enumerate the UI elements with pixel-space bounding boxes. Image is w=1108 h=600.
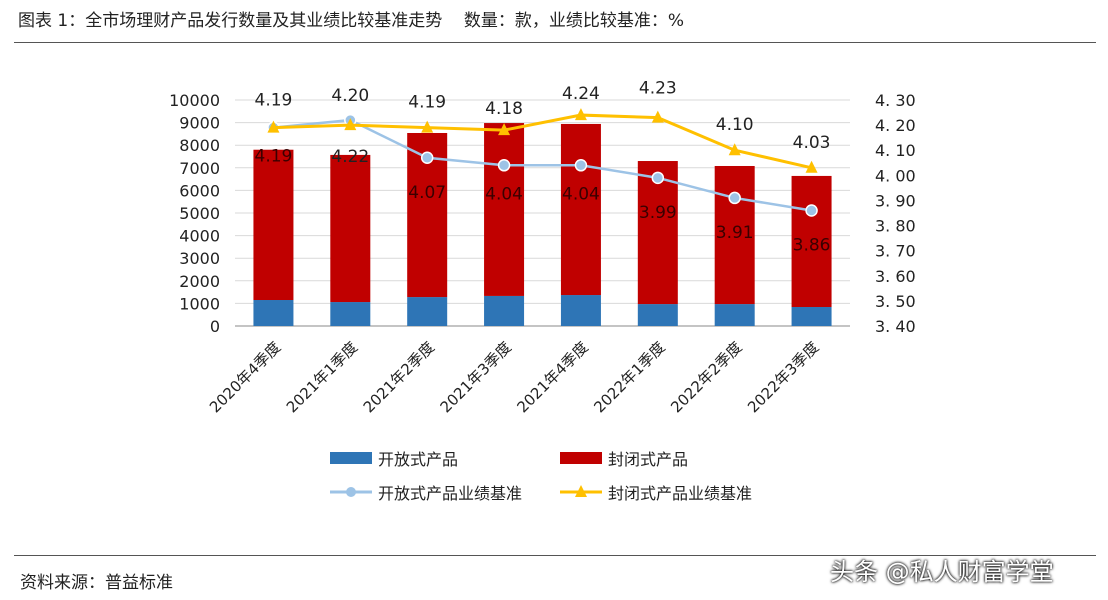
left-tick-label: 6000: [179, 181, 220, 200]
data-label-closed-benchmark: 4.10: [716, 115, 754, 135]
marker-open-benchmark: [497, 159, 511, 172]
data-label-open-benchmark: 4.22: [331, 147, 369, 167]
legend-label: 封闭式产品业绩基准: [608, 484, 752, 503]
marker-open-benchmark: [805, 204, 818, 217]
left-tick-label: 7000: [179, 159, 220, 178]
bar-open-products: [330, 302, 371, 326]
left-tick-label: 9000: [179, 114, 220, 133]
data-label-closed-benchmark: 4.19: [408, 93, 446, 113]
marker-open-benchmark: [420, 151, 434, 165]
data-label-closed-benchmark: 4.23: [639, 79, 677, 99]
marker-closed-benchmark: [344, 118, 357, 131]
legend-label: 封闭式产品: [608, 450, 688, 469]
marker-open-benchmark: [574, 159, 588, 172]
left-tick-label: 0: [210, 317, 220, 336]
left-tick-label: 3000: [179, 249, 220, 268]
marker-closed-benchmark: [421, 120, 434, 133]
left-tick-label: 1000: [179, 294, 220, 313]
marker-open-benchmark: [651, 171, 665, 185]
data-label-closed-benchmark: 4.19: [255, 91, 293, 111]
data-label-open-benchmark: 4.19: [255, 147, 293, 167]
marker-closed-benchmark: [498, 123, 511, 136]
right-tick-label: 4. 10: [875, 141, 916, 160]
marker-closed-benchmark: [805, 160, 818, 173]
right-tick-label: 3. 50: [875, 292, 916, 311]
bar-open-products: [253, 300, 294, 326]
bar-closed-products: [253, 149, 294, 301]
bar-closed-products: [330, 154, 371, 303]
bar-open-products: [791, 307, 832, 326]
right-tick-label: 3. 40: [875, 317, 916, 336]
category-label: 2021年3季度: [437, 338, 515, 416]
legend-marker: [346, 487, 356, 497]
marker-closed-benchmark: [267, 120, 280, 133]
data-label-closed-benchmark: 4.24: [562, 84, 600, 104]
left-tick-label: 8000: [179, 136, 220, 155]
legend-label: 开放式产品: [378, 450, 458, 469]
right-tick-label: 3. 90: [875, 191, 916, 210]
legend-swatch: [330, 452, 372, 464]
right-tick-label: 4. 30: [875, 91, 916, 110]
marker-open-benchmark: [728, 191, 741, 205]
bar-open-products: [484, 295, 525, 326]
category-label: 2020年4季度: [206, 338, 284, 416]
bar-closed-products: [637, 161, 678, 305]
data-label-open-benchmark: 4.07: [408, 183, 446, 203]
chart: 0 1000 2000 3000 4000 5000 6000 7000 8000 9000 100…: [169, 79, 916, 503]
bar-closed-products: [714, 165, 755, 305]
category-label: 2022年3季度: [744, 338, 822, 416]
source-note: 资料来源：普益标准: [20, 573, 173, 593]
data-label-open-benchmark: 3.86: [793, 235, 831, 255]
line-closed-benchmark: [273, 113, 812, 170]
bottom-divider: [14, 555, 1096, 556]
top-divider: [14, 42, 1096, 43]
data-label-open-benchmark: 3.99: [639, 203, 677, 223]
data-label-closed-benchmark: 4.18: [485, 99, 523, 119]
data-label-open-benchmark: 4.04: [485, 184, 523, 204]
data-label-closed-benchmark: 4.03: [793, 133, 831, 153]
bar-open-products: [714, 304, 755, 326]
marker-closed-benchmark: [728, 143, 741, 156]
chart-title: 图表 1：全市场理财产品发行数量及其业绩比较基准走势 数量：款，业绩比较基准：%: [18, 11, 684, 31]
left-tick-label: 4000: [179, 227, 220, 246]
category-label: 2022年1季度: [590, 338, 668, 416]
bar-closed-products: [791, 175, 832, 308]
watermark: 头条 @私人财富学堂: [830, 558, 1054, 586]
left-tick-label: 2000: [179, 272, 220, 291]
bar-open-products: [407, 297, 448, 326]
legend-swatch: [560, 452, 602, 464]
left-tick-label: 5000: [179, 204, 220, 223]
right-tick-label: 4. 20: [875, 116, 916, 135]
category-label: 2021年2季度: [360, 338, 438, 416]
data-label-closed-benchmark: 4.20: [331, 86, 369, 106]
left-tick-label: 10000: [169, 91, 220, 110]
marker-closed-benchmark: [574, 108, 587, 121]
data-label-open-benchmark: 3.91: [716, 223, 754, 243]
legend-marker: [575, 485, 587, 497]
marker-closed-benchmark: [651, 110, 664, 123]
bar-closed-products: [484, 123, 525, 296]
right-tick-label: 3. 80: [875, 217, 916, 236]
right-tick-label: 4. 00: [875, 166, 916, 185]
data-label-open-benchmark: 4.04: [562, 184, 600, 204]
bar-open-products: [637, 304, 678, 326]
legend-label: 开放式产品业绩基准: [378, 484, 522, 503]
right-tick-label: 3. 70: [875, 242, 916, 261]
bar-open-products: [560, 295, 601, 326]
bar-closed-products: [560, 123, 601, 296]
category-label: 2021年4季度: [513, 338, 591, 416]
category-label: 2021年1季度: [283, 338, 361, 416]
category-label: 2022年2季度: [667, 338, 745, 416]
right-tick-label: 3. 60: [875, 267, 916, 286]
